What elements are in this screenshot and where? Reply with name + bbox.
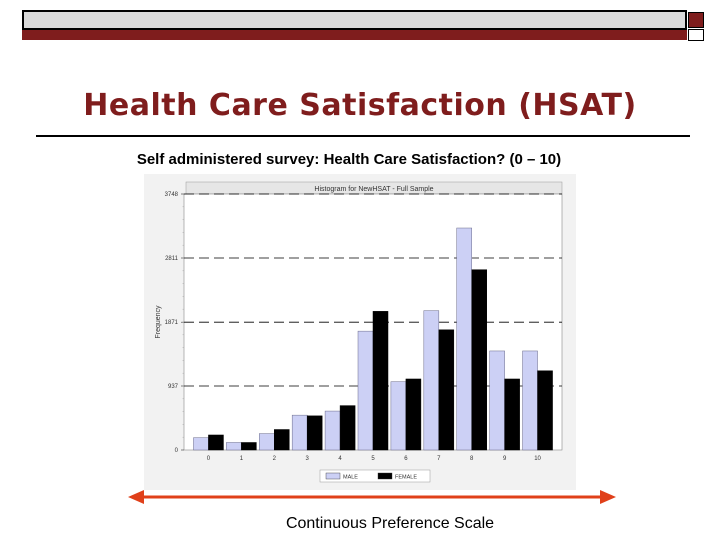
y-tick-label: 3748 [165,192,179,198]
x-tick-label: 10 [534,456,541,462]
bar-female [274,429,290,451]
corner-square-filled [688,12,704,28]
y-axis-label: Frequency [155,305,162,339]
bar-female [405,378,422,451]
slide-subtitle: Self administered survey: Health Care Sa… [136,151,562,168]
title-divider [36,135,690,137]
x-tick-label: 4 [338,456,342,462]
histogram-chart: Histogram for NewHSAT - Full Sample 0 937 1… [144,174,576,490]
x-tick-label: 9 [503,456,507,462]
bar-female [208,434,224,451]
y-tick-label: 2811 [165,256,179,262]
top-title-bar [22,10,687,30]
y-tick-label: 937 [168,384,179,390]
bar-male [357,330,374,451]
bar-female [438,329,455,451]
y-tick-label: 0 [175,448,179,454]
x-tick-label: 0 [207,456,211,462]
x-tick-label: 7 [437,456,441,462]
bar-male [423,310,440,451]
chart-title: Histogram for NewHSAT - Full Sample [314,186,433,193]
bar-male [259,433,275,451]
legend-label: MALE [343,475,358,481]
legend-swatch [325,472,341,480]
bar-male [390,381,407,451]
legend-swatch [377,472,393,480]
legend-label: FEMALE [395,475,417,481]
slide-title: Health Care Satisfaction (HSAT) [83,88,637,123]
x-tick-label: 6 [404,456,408,462]
y-tick-label: 1871 [165,320,179,326]
x-tick-label: 2 [273,456,277,462]
preference-scale-arrow [128,485,616,509]
bar-male [193,437,209,451]
bar-female [372,311,389,451]
bar-female [504,378,520,451]
scale-caption: Continuous Preference Scale [285,515,495,532]
x-tick-label: 3 [306,456,310,462]
bar-male [522,350,538,451]
x-tick-label: 8 [470,456,474,462]
bar-male [324,410,341,451]
bar-female [306,415,323,451]
bar-female [241,442,257,451]
histogram-svg: Histogram for NewHSAT - Full Sample09371… [144,174,576,490]
bar-female [339,405,356,451]
bar-male [291,414,308,451]
arrow-right-head [600,490,616,504]
bar-male [226,442,242,451]
bar-male [489,350,505,451]
top-accent-stripe [22,30,687,40]
corner-square-outline [688,29,704,41]
bar-female [471,269,487,451]
bar-female [537,370,553,451]
legend-box [319,469,431,483]
x-tick-label: 5 [371,456,375,462]
arrow-left-head [128,490,144,504]
x-tick-label: 1 [240,456,244,462]
bar-male [456,227,472,451]
